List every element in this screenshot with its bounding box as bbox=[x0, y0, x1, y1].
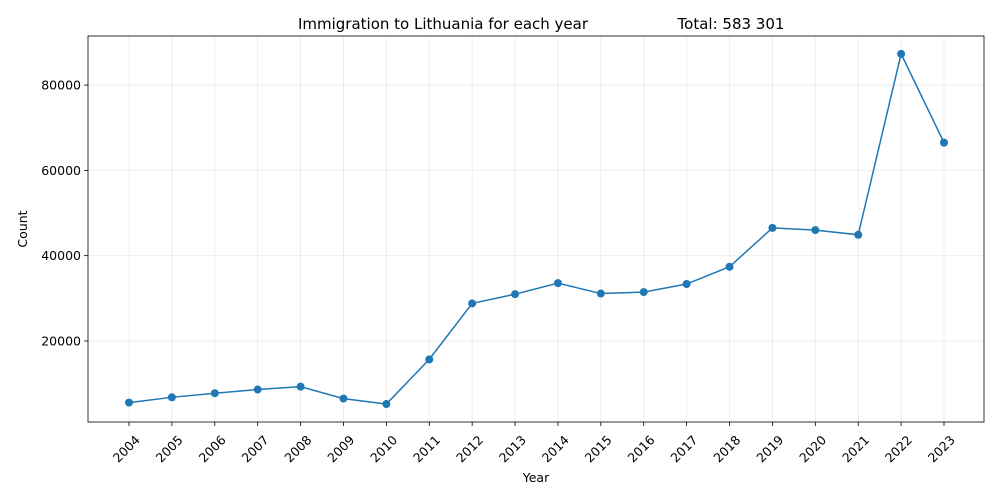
data-point-markers bbox=[125, 49, 948, 409]
data-point-2016 bbox=[639, 288, 648, 297]
plot-area-frame bbox=[87, 35, 985, 423]
y-tick-label: 20000 bbox=[41, 333, 81, 348]
data-point-2012 bbox=[468, 299, 477, 308]
data-point-2007 bbox=[253, 385, 262, 394]
data-point-2005 bbox=[167, 393, 176, 402]
data-point-2014 bbox=[553, 279, 562, 288]
data-point-2019 bbox=[768, 223, 777, 232]
data-point-2017 bbox=[682, 280, 691, 289]
chart-total-label: Total: 583 301 bbox=[677, 15, 785, 33]
data-point-2015 bbox=[596, 289, 605, 298]
y-axis-title: Count bbox=[15, 210, 30, 247]
y-axis-tick-labels: 20000 40000 60000 80000 bbox=[41, 78, 81, 349]
data-point-2008 bbox=[296, 382, 305, 391]
y-tick-label: 80000 bbox=[41, 78, 81, 93]
data-point-2020 bbox=[811, 226, 820, 235]
y-tick-label: 60000 bbox=[41, 163, 81, 178]
data-point-2021 bbox=[854, 230, 863, 239]
data-point-2022 bbox=[897, 49, 906, 58]
grid bbox=[88, 36, 984, 422]
data-point-2013 bbox=[511, 290, 520, 299]
chart-title: Immigration to Lithuania for each year bbox=[298, 15, 589, 33]
y-tick-label: 40000 bbox=[41, 248, 81, 263]
axis-ticks bbox=[84, 84, 945, 426]
data-point-2004 bbox=[125, 398, 133, 407]
data-point-2023 bbox=[940, 138, 948, 147]
data-point-2011 bbox=[425, 355, 434, 364]
x-axis-title: Year bbox=[522, 470, 550, 485]
series-line bbox=[128, 51, 945, 405]
data-point-2010 bbox=[382, 400, 391, 409]
data-point-2009 bbox=[339, 394, 348, 403]
data-point-2006 bbox=[210, 389, 219, 398]
data-point-2018 bbox=[725, 262, 734, 271]
